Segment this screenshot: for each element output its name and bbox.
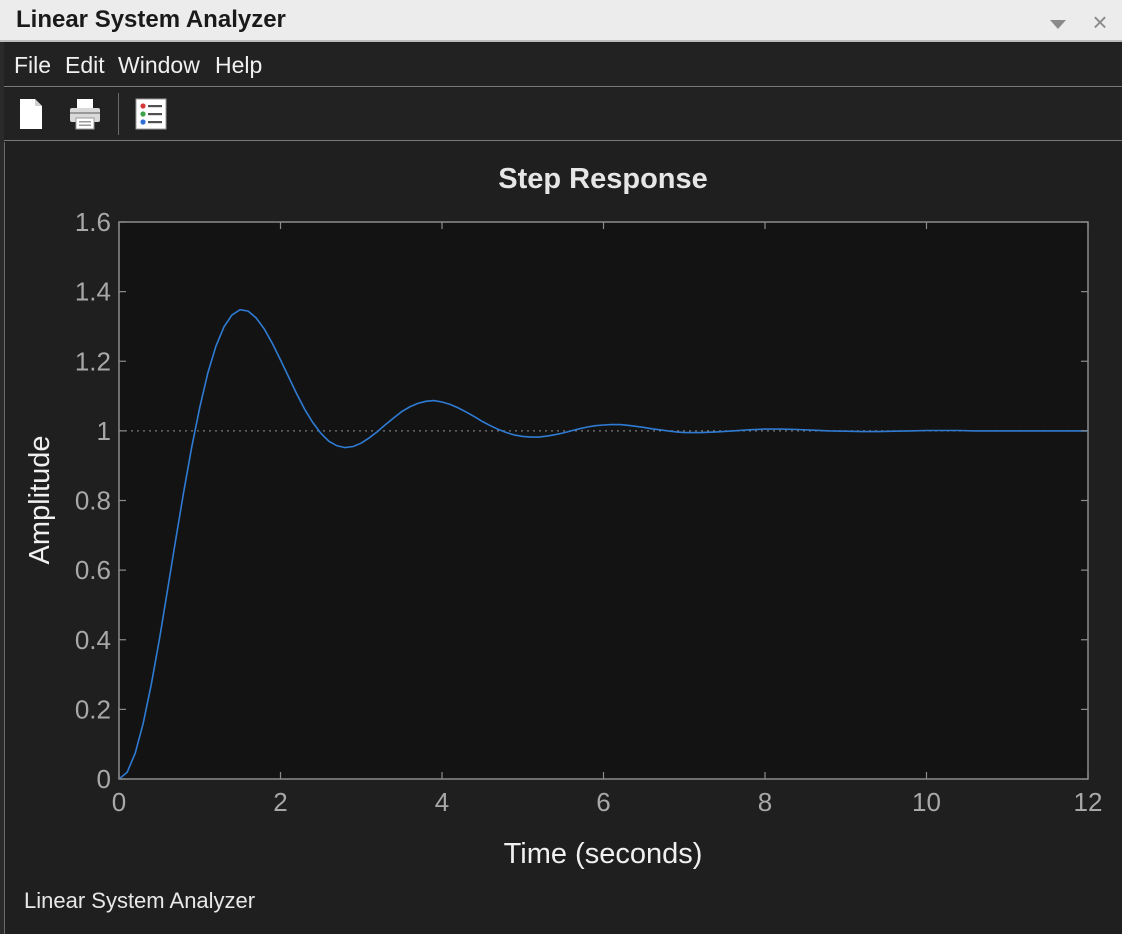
menu-file[interactable]: File xyxy=(14,52,52,78)
y-tick-label: 1.4 xyxy=(75,277,111,307)
title-bar: Linear System Analyzer × xyxy=(0,0,1122,42)
chart-title: Step Response xyxy=(498,163,708,195)
toolbar-separator xyxy=(118,93,119,135)
close-icon[interactable]: × xyxy=(1092,7,1108,37)
response-line xyxy=(118,308,1088,780)
plot-configurations-button[interactable] xyxy=(134,97,168,131)
menu-window[interactable]: Window xyxy=(118,52,200,78)
menu-edit[interactable]: Edit xyxy=(65,52,105,78)
x-axis-label: Time (seconds) xyxy=(504,838,703,870)
step-response-chart[interactable]: Step Response 0 2 4 6 8 10 12 0 0.2 0.4 0.6 0.8 1 1.2… xyxy=(5,142,1122,882)
plot-figure: Step Response 0 2 4 6 8 10 12 0 0.2 0.4 0.6 0.8 1 1.2… xyxy=(4,142,1122,934)
x-tick-label: 6 xyxy=(596,787,610,817)
y-tick-label: 1.6 xyxy=(75,207,111,237)
x-tick-label: 2 xyxy=(273,787,287,817)
window-title: Linear System Analyzer xyxy=(16,6,286,33)
y-axis-label: Amplitude xyxy=(24,436,56,565)
y-tick-label: 0.8 xyxy=(75,486,111,516)
chevron-down-icon[interactable] xyxy=(1050,20,1066,29)
menu-bar: File Edit Window Help xyxy=(4,43,1122,87)
y-tick-label: 0 xyxy=(97,764,111,794)
toolbar xyxy=(4,88,1122,141)
x-tick-label: 4 xyxy=(435,787,449,817)
new-document-icon xyxy=(20,99,42,129)
status-text: Linear System Analyzer xyxy=(24,888,256,913)
plot-area xyxy=(118,221,1089,780)
print-button[interactable] xyxy=(68,97,102,131)
window-left-edge xyxy=(0,0,4,934)
y-tick-label: 0.2 xyxy=(75,694,111,724)
menu-help[interactable]: Help xyxy=(215,52,263,78)
plot-configurations-icon xyxy=(135,98,167,130)
x-tick-label: 10 xyxy=(912,787,941,817)
print-icon xyxy=(70,99,100,130)
y-tick-label: 0.6 xyxy=(75,555,111,585)
x-tick-label: 0 xyxy=(112,787,126,817)
new-document-button[interactable] xyxy=(14,97,48,131)
y-tick-label: 0.4 xyxy=(75,625,111,655)
y-tick-label: 1 xyxy=(97,416,111,446)
y-tick-label: 1.2 xyxy=(75,346,111,376)
x-tick-label: 8 xyxy=(758,787,772,817)
x-tick-label: 12 xyxy=(1074,787,1103,817)
